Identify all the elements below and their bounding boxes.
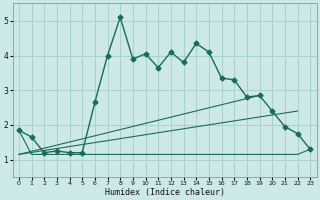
X-axis label: Humidex (Indice chaleur): Humidex (Indice chaleur) xyxy=(105,188,225,197)
